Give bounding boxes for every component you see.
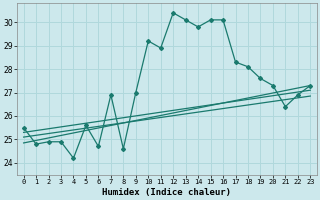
X-axis label: Humidex (Indice chaleur): Humidex (Indice chaleur) — [102, 188, 231, 197]
